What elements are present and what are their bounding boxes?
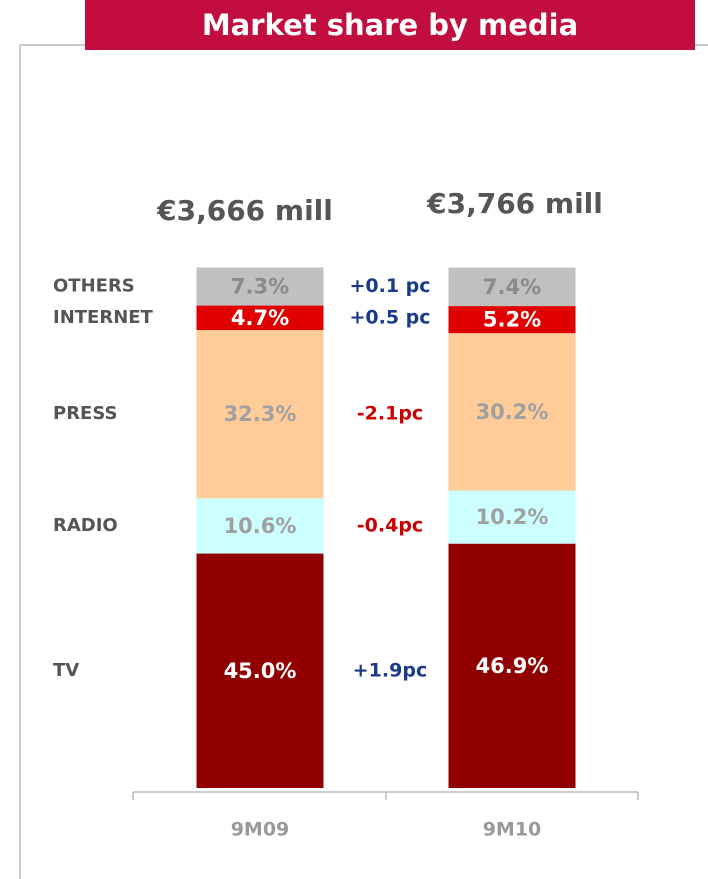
bar-segment (196, 330, 324, 499)
bar-segment (448, 333, 576, 491)
change-label: -2.1pc (357, 403, 423, 425)
series-label: TV (53, 660, 79, 681)
bar-segment (196, 553, 324, 788)
total-label: €3,766 mill (426, 187, 603, 220)
series-label: PRESS (53, 403, 117, 424)
bar-segment (196, 267, 324, 306)
value-label: 5.2% (483, 308, 541, 332)
x-tick-label: 9M10 (483, 819, 542, 841)
value-label: 10.2% (476, 505, 549, 529)
bar-segment (448, 543, 576, 788)
bar-segment (448, 306, 576, 334)
value-label: 7.3% (231, 275, 289, 299)
series-label: OTHERS (53, 276, 135, 297)
value-label: 7.4% (483, 275, 541, 299)
change-label: -0.4pc (357, 514, 423, 536)
value-label: 30.2% (476, 400, 549, 424)
title-banner (85, 0, 695, 50)
change-label: +0.1 pc (349, 275, 430, 297)
value-label: 46.9% (476, 654, 549, 678)
series-label: INTERNET (53, 307, 154, 328)
value-label: 4.7% (231, 306, 289, 330)
value-label: 45.0% (224, 659, 297, 683)
bar-segment (448, 490, 576, 544)
bar-segment (448, 267, 576, 307)
change-label: +1.9pc (353, 659, 427, 681)
total-label: €3,666 mill (156, 194, 333, 227)
chart-title: Market share by media (202, 8, 578, 42)
value-label: 10.6% (224, 514, 297, 538)
value-label: 32.3% (224, 402, 297, 426)
change-label: +0.5 pc (349, 306, 430, 328)
series-label: RADIO (53, 515, 118, 536)
bar-segment (196, 305, 324, 331)
x-tick-label: 9M09 (231, 819, 290, 841)
bar-segment (196, 498, 324, 554)
